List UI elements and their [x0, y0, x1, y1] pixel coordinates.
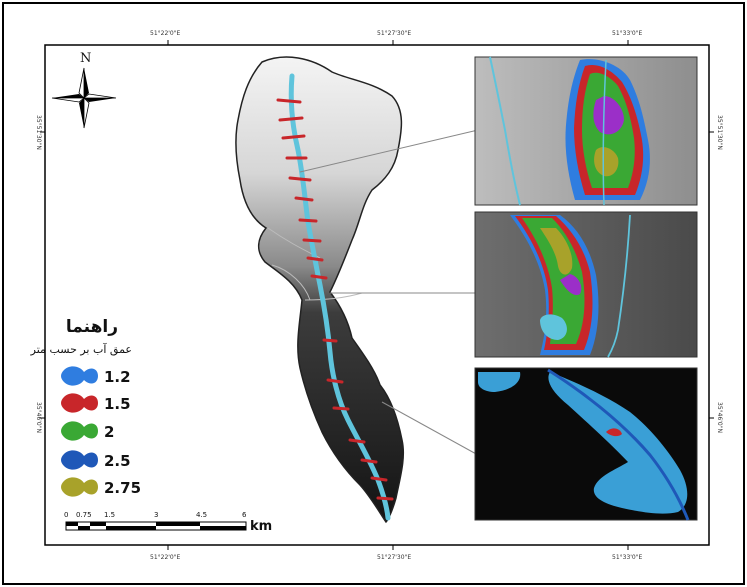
- coord-right-2: 35°46'0"N: [716, 402, 723, 433]
- legend-label-4: 2.5: [104, 452, 131, 470]
- legend-swatch-2: [61, 393, 98, 413]
- coord-bottom-2: 51°27'30"E: [377, 554, 411, 561]
- inset-leader-lines: [299, 129, 479, 456]
- legend-item-2: 1.5: [61, 393, 131, 413]
- inset-map-middle: [474, 211, 698, 358]
- coord-left-2: 35°46'0"N: [35, 402, 42, 433]
- legend-swatch-4: [61, 450, 98, 470]
- legend-title: راهنما: [66, 317, 118, 337]
- legend: راهنما عمق آب بر حسب متر 1.2 1.5 2 2.5 2…: [30, 317, 141, 497]
- legend-swatch-3: [61, 421, 98, 441]
- inset-map-upper: [474, 56, 698, 206]
- legend-item-3: 2: [61, 421, 114, 441]
- scale-bar: 0 0.75 1.5 3 4.5 6 km: [64, 511, 272, 534]
- coord-bottom-1: 51°22'0"E: [150, 554, 180, 561]
- river-channel: [288, 73, 391, 521]
- legend-label-3: 2: [104, 423, 114, 441]
- coord-left-1: 35°51'30"N: [35, 115, 42, 150]
- coord-top-2: 51°27'30"E: [377, 30, 411, 37]
- north-arrow: N: [51, 51, 117, 129]
- scale-tick-1: 0.75: [76, 511, 92, 519]
- legend-item-5: 2.75: [61, 477, 141, 497]
- scale-tick-0: 0: [64, 511, 68, 519]
- cross-section-marks: [276, 98, 394, 501]
- legend-label-1: 1.2: [104, 368, 131, 386]
- legend-item-4: 2.5: [61, 450, 131, 470]
- inset-map-lower: [474, 367, 698, 521]
- coord-bottom-3: 51°33'0"E: [612, 554, 642, 561]
- coord-top-3: 51°33'0"E: [612, 30, 642, 37]
- scale-tick-5: 6: [242, 511, 247, 519]
- north-letter: N: [80, 51, 91, 66]
- scale-tick-4: 4.5: [196, 511, 207, 519]
- scale-tick-2: 1.5: [104, 511, 115, 519]
- legend-subtitle: عمق آب بر حسب متر: [30, 342, 132, 357]
- legend-label-2: 1.5: [104, 395, 131, 413]
- legend-swatch-1: [61, 366, 98, 386]
- scale-unit: km: [250, 519, 272, 534]
- scale-tick-3: 3: [154, 511, 158, 519]
- grid-ticks: [40, 40, 714, 550]
- legend-item-1: 1.2: [61, 366, 131, 386]
- coord-right-1: 35°51'30"N: [716, 115, 723, 150]
- legend-swatch-5: [61, 477, 98, 497]
- coord-top-1: 51°22'0"E: [150, 30, 180, 37]
- legend-label-5: 2.75: [104, 479, 141, 497]
